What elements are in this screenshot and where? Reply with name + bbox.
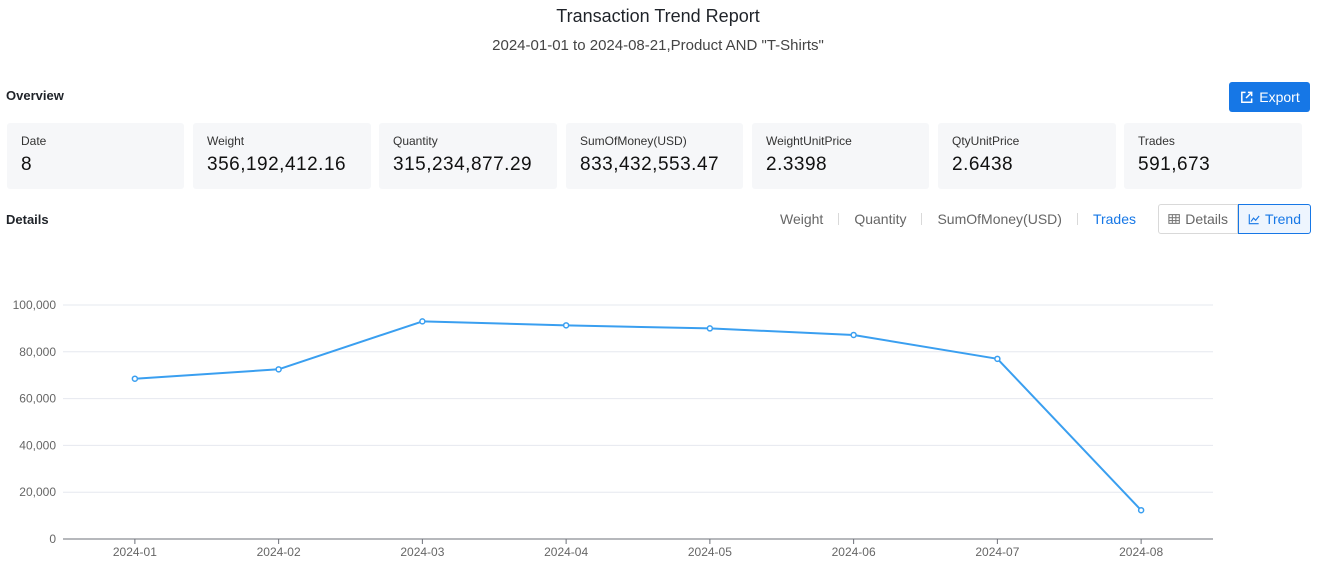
x-tick-label: 2024-04 xyxy=(544,545,588,559)
stat-card-date: Date 8 xyxy=(7,123,184,189)
x-tick-label: 2024-01 xyxy=(113,545,157,559)
stat-label: Trades xyxy=(1138,134,1175,148)
data-point[interactable] xyxy=(275,366,282,373)
x-tick-label: 2024-05 xyxy=(688,545,732,559)
stat-value: 8 xyxy=(21,154,33,175)
stat-label: Date xyxy=(21,134,47,148)
tab-trades[interactable]: Trades xyxy=(1092,211,1136,227)
report-title: Transaction Trend Report xyxy=(556,6,760,26)
stat-value: 315,234,877.29 xyxy=(393,154,533,175)
tab-sum-of-money[interactable]: SumOfMoney(USD) xyxy=(937,211,1062,227)
tab-quantity[interactable]: Quantity xyxy=(854,211,907,227)
stat-card-weight: Weight 356,192,412.16 xyxy=(193,123,371,189)
export-button[interactable]: Export xyxy=(1229,82,1310,112)
x-tick-label: 2024-08 xyxy=(1119,545,1163,559)
stat-card-trades: Trades 591,673 xyxy=(1124,123,1302,189)
stat-card-quantity: Quantity 315,234,877.29 xyxy=(379,123,557,189)
stat-label: WeightUnitPrice xyxy=(766,134,852,148)
stat-value: 356,192,412.16 xyxy=(207,154,347,175)
details-view-label: Details xyxy=(1185,211,1228,227)
y-tick-label: 0 xyxy=(49,532,56,546)
stat-value: 2.3398 xyxy=(766,154,828,175)
y-tick-label: 80,000 xyxy=(19,345,56,359)
export-icon xyxy=(1241,91,1253,103)
y-tick-label: 100,000 xyxy=(13,298,57,312)
tab-divider xyxy=(1076,213,1078,225)
data-point[interactable] xyxy=(131,375,139,382)
report-subtitle: 2024-01-01 to 2024-08-21,Product AND "T-… xyxy=(492,37,824,54)
stat-label: Quantity xyxy=(393,134,438,148)
details-view-button[interactable]: Details xyxy=(1158,204,1238,234)
trend-view-button[interactable]: Trend xyxy=(1238,204,1311,234)
stat-value: 2.6438 xyxy=(952,154,1014,175)
data-point[interactable] xyxy=(1137,506,1145,514)
line-chart-icon xyxy=(1248,214,1260,225)
y-tick-label: 40,000 xyxy=(19,438,56,452)
trades-series-line xyxy=(134,320,1142,511)
x-tick-label: 2024-07 xyxy=(975,545,1019,559)
stat-card-sum-of-money: SumOfMoney(USD) 833,432,553.47 xyxy=(566,123,743,189)
details-label: Details xyxy=(6,212,49,227)
export-label: Export xyxy=(1259,89,1300,105)
data-point[interactable] xyxy=(994,355,1001,363)
stat-card-qty-unit-price: QtyUnitPrice 2.6438 xyxy=(938,123,1116,189)
stat-label: Weight xyxy=(207,134,245,148)
view-toggle: Details Trend xyxy=(1158,204,1311,234)
y-tick-label: 20,000 xyxy=(19,485,56,499)
x-tick-label: 2024-06 xyxy=(832,545,876,559)
data-point[interactable] xyxy=(850,331,857,339)
tab-divider xyxy=(838,213,840,225)
overview-label: Overview xyxy=(6,88,64,103)
data-point[interactable] xyxy=(706,325,714,332)
stat-card-weight-unit-price: WeightUnitPrice 2.3398 xyxy=(752,123,929,189)
trend-view-label: Trend xyxy=(1264,211,1301,227)
data-point[interactable] xyxy=(562,322,570,329)
tab-divider xyxy=(921,213,923,225)
metric-tabs: Weight Quantity SumOfMoney(USD) Trades xyxy=(780,211,1136,227)
stat-label: QtyUnitPrice xyxy=(952,134,1020,148)
stat-value: 591,673 xyxy=(1138,154,1211,175)
y-tick-label: 60,000 xyxy=(19,392,56,406)
x-tick-label: 2024-02 xyxy=(257,545,301,559)
x-tick-label: 2024-03 xyxy=(400,545,444,559)
trades-trend-chart: 0 20,000 40,000 60,000 80,000 100,000 2024-01 2… xyxy=(13,298,1213,559)
stat-label: SumOfMoney(USD) xyxy=(580,134,687,148)
data-point[interactable] xyxy=(419,318,426,325)
stat-value: 833,432,553.47 xyxy=(580,154,720,175)
table-icon xyxy=(1168,214,1180,224)
tab-weight[interactable]: Weight xyxy=(780,211,824,227)
